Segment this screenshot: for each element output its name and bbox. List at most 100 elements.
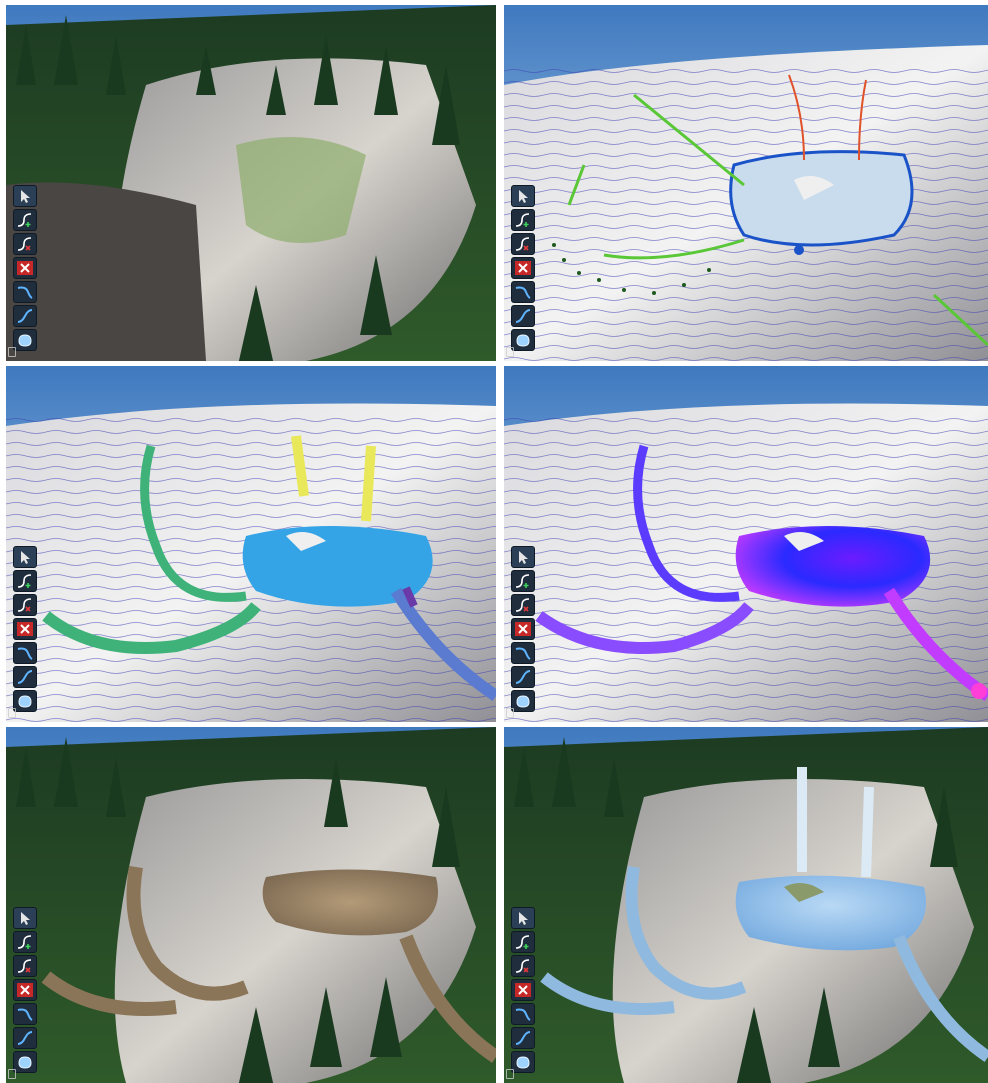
lake-tool[interactable] [13, 690, 37, 712]
curve-add-icon [17, 213, 32, 227]
settings-mark[interactable] [506, 1069, 514, 1079]
river-curve-icon [515, 286, 531, 299]
waterfall-curve-icon [515, 309, 531, 323]
lake-tool[interactable] [13, 1051, 37, 1073]
river-curve-icon [17, 647, 33, 660]
lake-blob-icon [18, 334, 32, 347]
curve-add-icon [17, 935, 32, 949]
curve-remove-icon [515, 237, 530, 251]
settings-mark[interactable] [506, 347, 514, 357]
select-tool[interactable] [511, 185, 535, 207]
delete-tool[interactable] [13, 257, 37, 279]
waterfall-tool[interactable] [511, 305, 535, 327]
settings-mark[interactable] [8, 708, 16, 718]
select-tool[interactable] [13, 546, 37, 568]
curve-remove-icon [17, 237, 32, 251]
lake-blob-icon [18, 1056, 32, 1069]
delete-tool[interactable] [511, 979, 535, 1001]
panel-riverbed-material[interactable] [6, 727, 496, 1083]
tool-palette [13, 907, 37, 1073]
lake-blob-icon [516, 695, 530, 708]
lake-blob-icon [516, 334, 530, 347]
delete-tool[interactable] [511, 618, 535, 640]
terrain-flow [504, 366, 988, 722]
waterfall-tool[interactable] [13, 305, 37, 327]
curve-remove-icon [515, 598, 530, 612]
curve-add-icon [515, 213, 530, 227]
panel-sketch-annotations[interactable] [504, 5, 988, 361]
curve-add-icon [515, 935, 530, 949]
cursor-icon [519, 190, 528, 203]
delete-x-icon [515, 261, 531, 275]
delete-x-icon [515, 983, 531, 997]
cursor-icon [21, 912, 30, 925]
tool-palette [511, 185, 535, 351]
add-curve-tool[interactable] [511, 931, 535, 953]
river-tool[interactable] [511, 1003, 535, 1025]
river-curve-icon [17, 286, 33, 299]
cursor-icon [21, 190, 30, 203]
waterfall-tool[interactable] [511, 1027, 535, 1049]
panel-segment-classification[interactable] [6, 366, 496, 722]
delete-x-icon [17, 622, 33, 636]
remove-curve-tool[interactable] [511, 594, 535, 616]
add-curve-tool[interactable] [13, 209, 37, 231]
add-curve-tool[interactable] [13, 570, 37, 592]
panel-flow-field[interactable] [504, 366, 988, 722]
delete-x-icon [515, 622, 531, 636]
remove-curve-tool[interactable] [13, 594, 37, 616]
select-tool[interactable] [511, 546, 535, 568]
lake-tool[interactable] [511, 690, 535, 712]
terrain-segments [6, 366, 496, 722]
river-tool[interactable] [13, 281, 37, 303]
lake-tool[interactable] [511, 1051, 535, 1073]
river-tool[interactable] [511, 642, 535, 664]
remove-curve-tool[interactable] [511, 955, 535, 977]
tool-palette [511, 546, 535, 712]
add-curve-tool[interactable] [13, 931, 37, 953]
lake-blob-icon [516, 1056, 530, 1069]
waterfall-tool[interactable] [13, 1027, 37, 1049]
settings-mark[interactable] [8, 1069, 16, 1079]
river-tool[interactable] [13, 1003, 37, 1025]
waterfall-curve-icon [17, 1031, 33, 1045]
panel-textured-render[interactable] [6, 5, 496, 361]
remove-curve-tool[interactable] [511, 233, 535, 255]
add-curve-tool[interactable] [511, 570, 535, 592]
waterfall-curve-icon [515, 670, 531, 684]
remove-curve-tool[interactable] [13, 233, 37, 255]
cursor-icon [519, 912, 528, 925]
river-tool[interactable] [511, 281, 535, 303]
delete-tool[interactable] [13, 979, 37, 1001]
tool-palette [13, 185, 37, 351]
settings-mark[interactable] [506, 708, 514, 718]
terrain-render [6, 5, 496, 361]
delete-x-icon [17, 983, 33, 997]
waterfall-tool[interactable] [511, 666, 535, 688]
river-curve-icon [515, 647, 531, 660]
delete-tool[interactable] [13, 618, 37, 640]
panel-water-render[interactable] [504, 727, 988, 1083]
waterfall-curve-icon [515, 1031, 531, 1045]
select-tool[interactable] [13, 185, 37, 207]
delete-tool[interactable] [511, 257, 535, 279]
remove-curve-tool[interactable] [13, 955, 37, 977]
terrain-riverbed [6, 727, 496, 1083]
lake-tool[interactable] [511, 329, 535, 351]
curve-add-icon [17, 574, 32, 588]
settings-mark[interactable] [8, 347, 16, 357]
lake-tool[interactable] [13, 329, 37, 351]
cursor-icon [21, 551, 30, 564]
add-curve-tool[interactable] [511, 209, 535, 231]
terrain-water [504, 727, 988, 1083]
tool-palette [511, 907, 535, 1073]
curve-add-icon [515, 574, 530, 588]
select-tool[interactable] [13, 907, 37, 929]
river-tool[interactable] [13, 642, 37, 664]
waterfall-tool[interactable] [13, 666, 37, 688]
lake-blob-icon [18, 695, 32, 708]
select-tool[interactable] [511, 907, 535, 929]
curve-remove-icon [515, 959, 530, 973]
delete-x-icon [17, 261, 33, 275]
